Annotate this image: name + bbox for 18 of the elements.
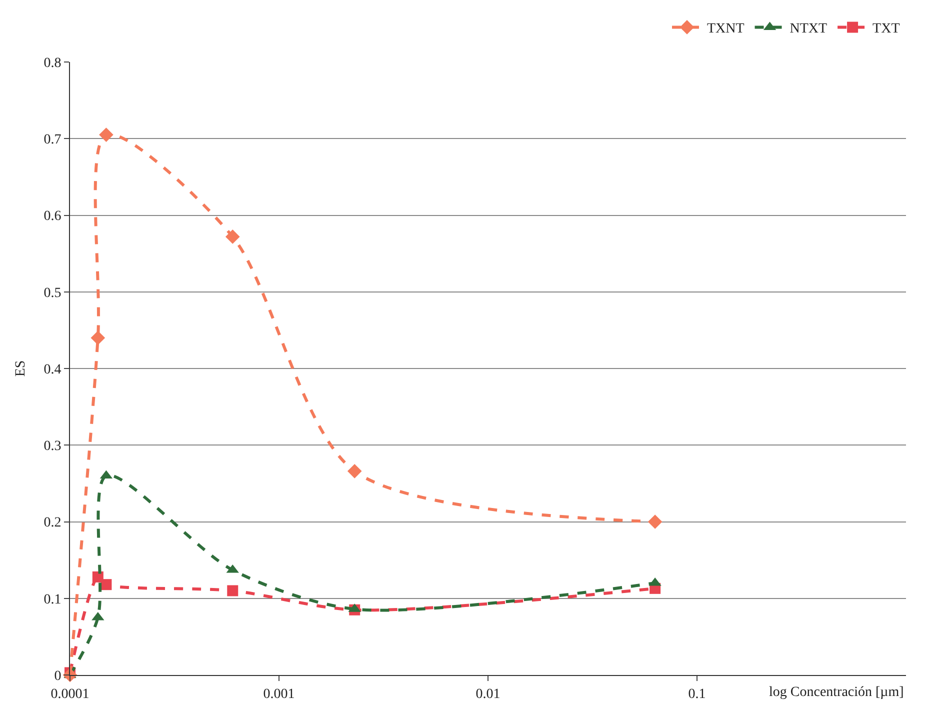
- y-tick-label: 0.5: [44, 286, 62, 301]
- legend-label: TXT: [872, 22, 900, 37]
- y-tick-label: 0.8: [44, 56, 62, 71]
- y-tick-label: 0.4: [44, 362, 62, 378]
- y-tick-label: 0.3: [44, 439, 62, 454]
- x-tick-label: 0.0001: [50, 686, 90, 702]
- y-tick-label: 0.2: [44, 516, 62, 531]
- y-tick-label: 0.7: [44, 132, 62, 148]
- legend-label: NTXT: [790, 22, 828, 37]
- y-tick-label: 0.6: [44, 209, 62, 224]
- legend-label: TXNT: [707, 22, 745, 37]
- x-tick-label: 0.01: [476, 686, 500, 702]
- y-tick-label: 0: [54, 668, 62, 684]
- y-axis-title: ES: [13, 360, 28, 377]
- y-tick-label: 0.1: [44, 592, 62, 608]
- x-axis-title: log Concentración [µm]: [769, 685, 904, 700]
- x-tick-label: 0.001: [263, 686, 295, 702]
- x-tick-label: 0.1: [688, 686, 706, 702]
